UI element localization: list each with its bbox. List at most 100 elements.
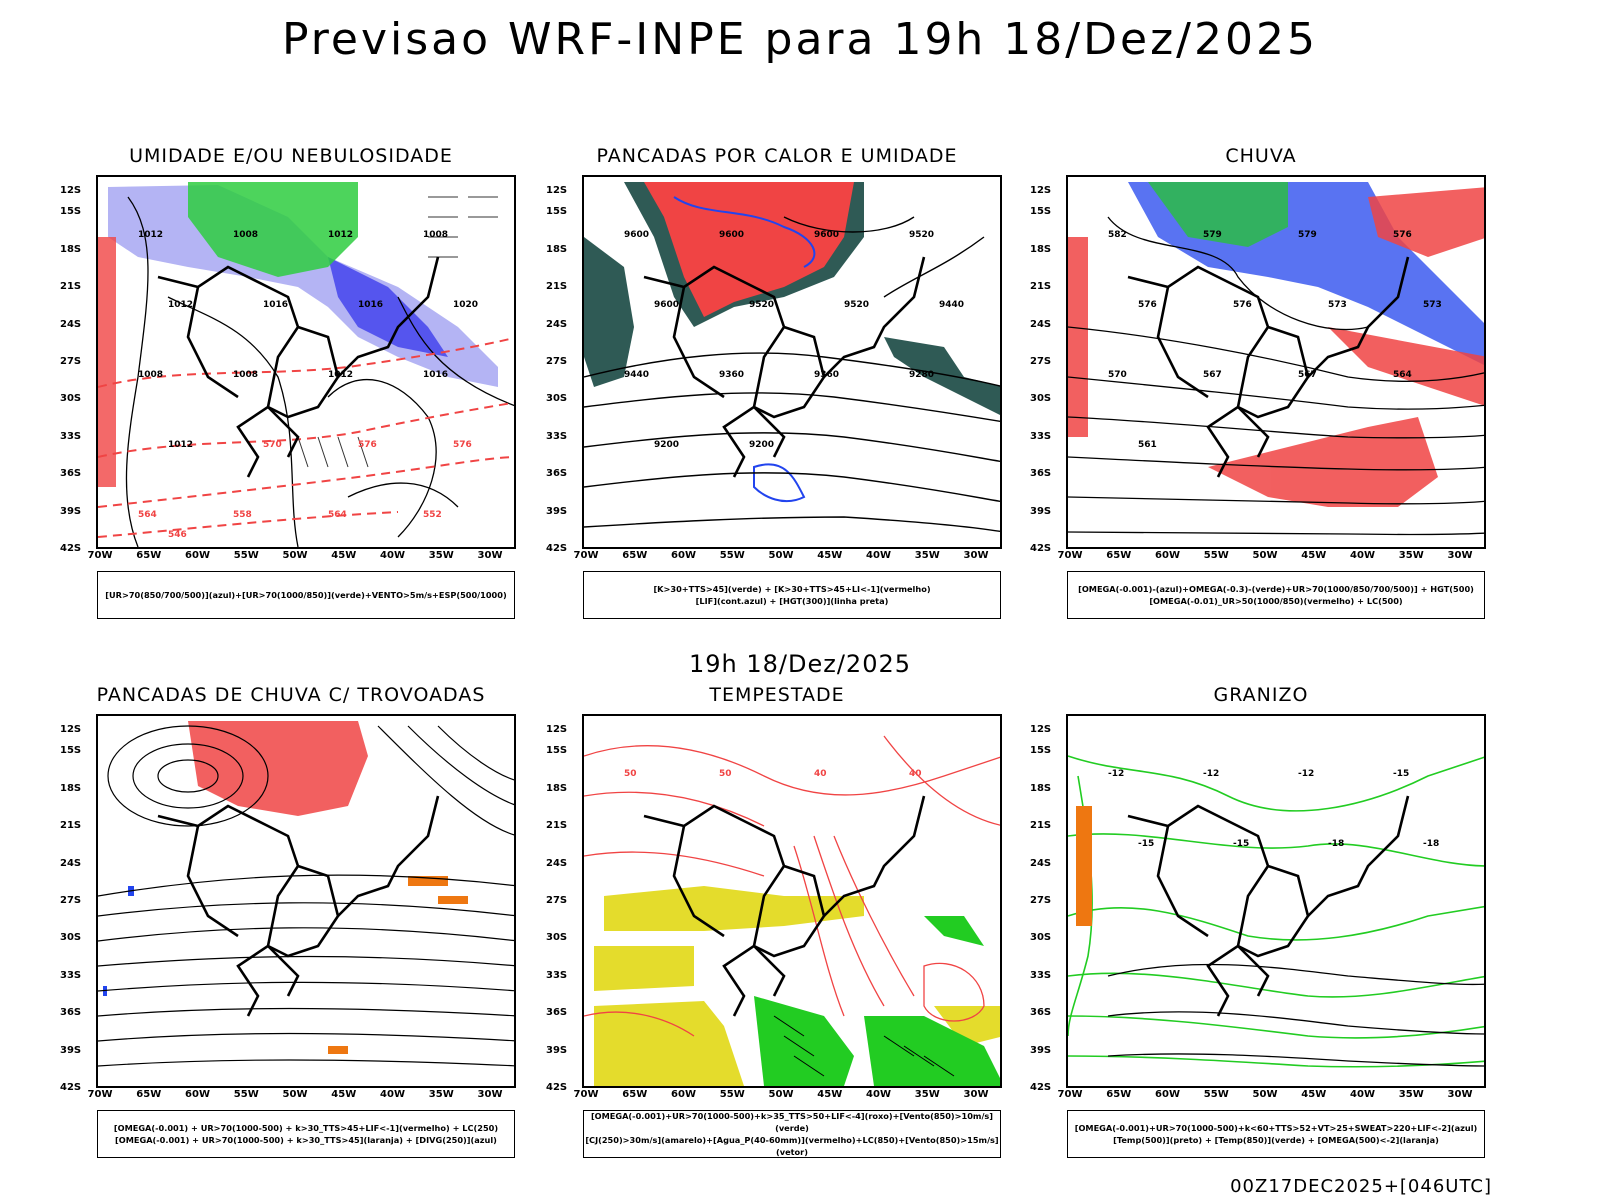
contour-label: 1020	[453, 300, 478, 310]
wind-vectors	[297, 196, 498, 468]
legend-box: [OMEGA(-0.001)+UR>70(1000-500)+k<60+TTS>…	[1067, 1110, 1485, 1158]
legend-line-1: [UR>70(850/700/500)](azul)+[UR>70(1000/8…	[105, 590, 507, 600]
lat-tick-label: 39S	[60, 1044, 82, 1056]
legend-line-2: [CJ(250)>30m/s](amarelo)+[Agua_P(40-60mm…	[585, 1135, 999, 1157]
humidity-green-area	[188, 182, 358, 277]
contour-label: 9520	[844, 300, 869, 310]
lon-tick-label: 55W	[719, 1089, 745, 1100]
panel-title: PANCADAS DE CHUVA C/ TROVOADAS	[96, 684, 486, 706]
lat-tick-label: 18S	[1030, 782, 1052, 794]
contour-label: 576	[453, 440, 472, 450]
orange-points	[328, 876, 468, 1054]
lat-tick-label: 12S	[546, 724, 568, 735]
contour-label: -12	[1298, 769, 1314, 779]
contour-label: 40	[814, 769, 827, 779]
contour-label: -12	[1108, 769, 1124, 779]
lon-tick-label: 40W	[1350, 550, 1375, 561]
lat-tick-label: 33S	[60, 430, 82, 442]
legend-line-1: [OMEGA(-0.001)+UR>70(1000-500)+k<60+TTS>…	[1074, 1123, 1478, 1133]
legend-box: [OMEGA(-0.001) + UR>70(1000-500) + k>30_…	[97, 1110, 515, 1158]
lat-tick-label: 18S	[546, 243, 568, 255]
map-svg	[98, 721, 514, 1067]
contour-label: 564	[1393, 370, 1412, 380]
lon-tick-label: 40W	[866, 1089, 891, 1100]
map-svg: 1012 1008 1012 1008 1012 1016 1016 1020 1008 1008…	[98, 182, 514, 547]
map-umidade: 1012 1008 1012 1008 1012 1016 1016 1020 1008 1008…	[96, 175, 516, 549]
contour-label: 564	[328, 510, 347, 520]
divg-blue-points	[103, 886, 134, 996]
lat-tick-label: 24S	[546, 318, 568, 330]
wind-green-area	[754, 916, 1000, 1086]
country-borders	[1127, 795, 1410, 1017]
lon-tick-label: 40W	[380, 550, 405, 561]
lat-tick-label: 18S	[60, 782, 82, 794]
contour-label: 567	[1298, 370, 1317, 380]
lon-tick-label: 35W	[1398, 1089, 1424, 1100]
panel-title: PANCADAS POR CALOR E UMIDADE	[596, 145, 958, 167]
mid-title: 19h 18/Dez/2025	[688, 650, 911, 678]
lon-tick-label: 60W	[185, 550, 210, 561]
hgt-contours	[1068, 216, 1484, 536]
lat-tick-label: 30S	[60, 393, 82, 405]
lat-tick-label: 24S	[1030, 318, 1052, 330]
contour-label: 1012	[328, 230, 353, 240]
map-pancadas-calor: 9600 9600 9600 9520 9600 9520 9520 9440 9440 9360…	[582, 175, 1002, 549]
storm-red-area	[188, 721, 368, 816]
thickness-lines	[98, 336, 514, 538]
contour-label: 9360	[814, 370, 839, 380]
panel-title: GRANIZO	[1213, 684, 1309, 706]
lat-axis: 12S 15S 18S 21S 24S 27S 30S 33S 36S 39S 42S	[1026, 175, 1066, 554]
main-title: Previsao WRF-INPE para 19h 18/Dez/2025	[282, 14, 1318, 65]
country-borders	[643, 256, 926, 478]
lat-tick-label: 39S	[1030, 1044, 1052, 1056]
lat-tick-label: 42S	[1030, 543, 1052, 554]
lon-tick-label: 65W	[622, 550, 648, 561]
contour-label: 576	[358, 440, 377, 450]
panel-tempestade: TEMPESTADE 12S 15S 18S 21S 24S 27S 30S 33S 36S 39…	[542, 684, 1012, 1164]
map-svg: 582 579 579 576 576 576 573 573 570 567 567 564 561	[1068, 182, 1484, 536]
lat-tick-label: 30S	[60, 932, 82, 944]
lon-tick-label: 45W	[1301, 550, 1327, 561]
lat-tick-label: 27S	[546, 895, 568, 906]
lat-tick-label: 18S	[60, 243, 82, 255]
contour-label: 9600	[624, 230, 649, 240]
contour-label: 564	[138, 510, 157, 520]
lat-tick-label: 24S	[60, 318, 82, 330]
humidity-blue-area	[328, 257, 448, 357]
lat-tick-label: 12S	[1030, 185, 1052, 196]
contour-label: 576	[1233, 300, 1252, 310]
contour-label: 579	[1203, 230, 1222, 240]
lif-contour	[673, 196, 816, 268]
lat-tick-label: 36S	[546, 468, 568, 480]
lat-axis: 12S 15S 18S 21S 24S 27S 30S 33S 36S 39S 42S	[542, 175, 582, 554]
contour-label: -18	[1328, 839, 1344, 849]
lat-tick-label: 42S	[60, 1082, 82, 1093]
contour-label: 9520	[909, 230, 934, 240]
contour-label: 1016	[358, 300, 383, 310]
lat-tick-label: 12S	[60, 724, 82, 735]
legend-line-1: [K>30+TTS>45](verde) + [K>30+TTS>45+LI<-…	[653, 584, 931, 594]
lat-axis: 12S 15S 18S 21S 24S 27S 30S 33S 36S 39S 42S	[1026, 714, 1066, 1093]
lc850-red-lines	[584, 735, 1000, 1037]
lon-tick-label: 50W	[1252, 550, 1278, 561]
country-borders	[1127, 256, 1410, 478]
lon-tick-label: 60W	[1155, 1089, 1180, 1100]
legend-box: [UR>70(850/700/500)](azul)+[UR>70(1000/8…	[97, 571, 515, 619]
lon-tick-label: 30W	[477, 550, 503, 561]
contour-label: 561	[1138, 440, 1157, 450]
forecast-run-stamp: 00Z17DEC2025+[046UTC]	[1230, 1176, 1492, 1197]
contour-label: 1012	[168, 300, 193, 310]
map-chuva: 582 579 579 576 576 576 573 573 570 567 567 564 561	[1066, 175, 1486, 549]
contour-label: 582	[1108, 230, 1127, 240]
lat-tick-label: 21S	[1030, 281, 1052, 293]
lon-tick-label: 50W	[768, 1089, 794, 1100]
omega-green-area	[1148, 182, 1288, 247]
lon-tick-label: 45W	[331, 550, 357, 561]
legend-line-2: [OMEGA(-0.001) + UR>70(1000-500) + k>30_…	[115, 1135, 497, 1145]
contour-label: 9440	[939, 300, 964, 310]
lat-tick-label: 30S	[1030, 393, 1052, 405]
lon-tick-label: 65W	[622, 1089, 648, 1100]
lon-tick-label: 55W	[1203, 550, 1229, 561]
lon-tick-label: 60W	[1155, 550, 1180, 561]
lat-tick-label: 21S	[546, 281, 568, 293]
